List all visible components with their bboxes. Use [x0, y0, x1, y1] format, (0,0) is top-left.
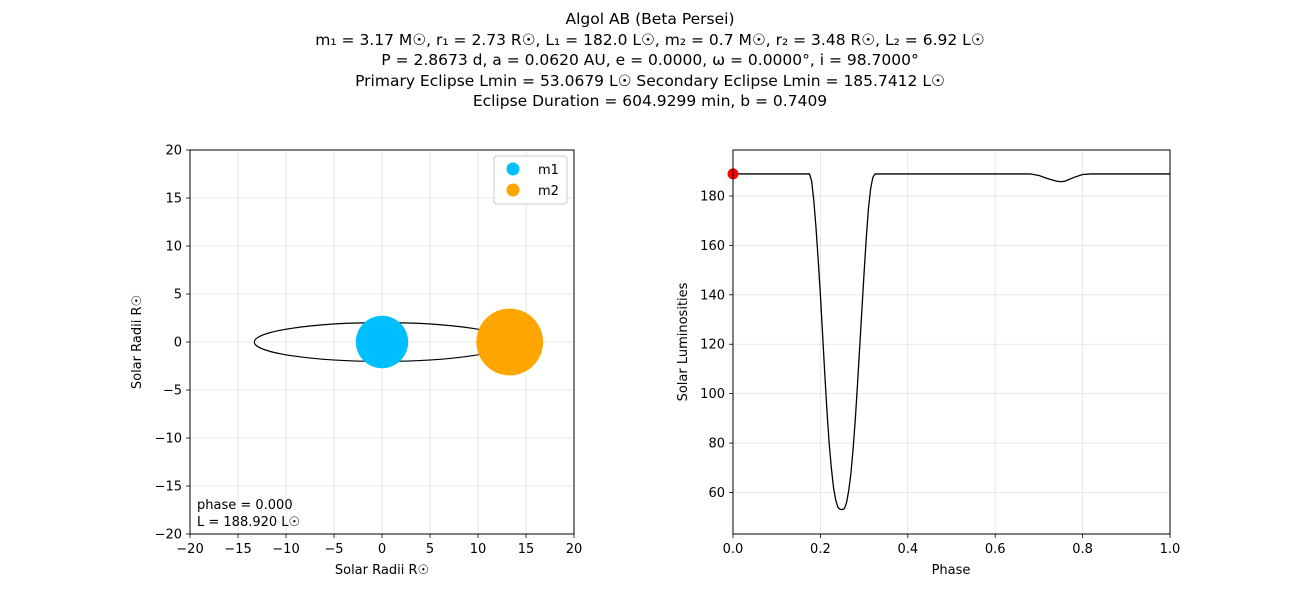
luminosity-annotation: L = 188.920 L☉	[197, 515, 300, 530]
eclipse-duration: Eclipse Duration = 604.9299 min, b = 0.7…	[472, 92, 828, 110]
light-curve-x-tick-label: 0.4	[897, 542, 918, 557]
light-curve-x-tick-label: 0.6	[985, 542, 1006, 557]
orbit-x-tick-label: 0	[378, 542, 386, 557]
orbit-x-tick-label: −20	[176, 542, 203, 557]
legend-m2-marker	[506, 183, 520, 197]
orbit-legend: m1 m2	[493, 155, 568, 205]
orbital-parameters: P = 2.8673 d, a = 0.0620 AU, e = 0.0000,…	[381, 51, 919, 69]
orbit-panel: −20−20 −15 −15 −10 −10 −5 −5 0 0 5 5 10 10 15 15 20 20 S…	[130, 144, 582, 579]
light-curve-y-tick-label: 100	[700, 387, 725, 402]
orbit-x-tick-label: −5	[324, 542, 343, 557]
light-curve-x-tick-label: 0.8	[1072, 542, 1093, 557]
orbit-x-label: Solar Radii R☉	[335, 563, 429, 578]
orbit-y-tick-label: −10	[155, 432, 182, 447]
orbit-y-tick-label: 0	[174, 336, 182, 351]
light-curve-y-label: Solar Luminosities	[676, 282, 691, 401]
light-curve-ticks: 0.0 0.2 0.4 0.6 0.8 1.0 60 80 100 120 140 160 180	[700, 189, 1180, 557]
light-curve-y-tick-label: 140	[700, 288, 725, 303]
orbit-y-tick-label: −5	[163, 384, 182, 399]
light-curve-x-tick-label: 1.0	[1160, 542, 1181, 557]
light-curve-x-label: Phase	[932, 563, 971, 578]
orbit-x-tick-label: −15	[224, 542, 251, 557]
phase-annotation: phase = 0.000	[197, 498, 293, 513]
orbit-x-tick-label: −10	[272, 542, 299, 557]
light-curve-panel: 0.0 0.2 0.4 0.6 0.8 1.0 60 80 100 120 140 160 180 Ph…	[676, 149, 1180, 578]
figure-title: Algol AB (Beta Persei)	[565, 10, 735, 28]
light-curve-x-tick-label: 0.2	[810, 542, 831, 557]
orbit-ticks: −20−20 −15 −15 −10 −10 −5 −5 0 0 5 5 10 10 15 15 20 20	[155, 144, 583, 558]
light-curve-y-tick-label: 60	[708, 486, 725, 501]
light-curve-y-tick-label: 80	[708, 437, 725, 452]
legend-m2-label: m2	[538, 184, 559, 199]
orbit-y-tick-label: 5	[174, 288, 182, 303]
figure-title-block: Algol AB (Beta Persei) m₁ = 3.17 M☉, r₁ …	[0, 9, 1300, 112]
orbit-y-tick-label: −20	[155, 528, 182, 543]
light-curve-y-tick-label: 120	[700, 338, 725, 353]
light-curve-plot-area	[733, 150, 1170, 534]
orbit-y-tick-label: 15	[165, 192, 182, 207]
light-curve-y-tick-label: 180	[700, 189, 725, 204]
light-curve-axes-frame	[732, 149, 1171, 535]
light-curve-y-tick-label: 160	[700, 239, 725, 254]
legend-m1-marker	[506, 162, 520, 176]
star-m1	[355, 315, 409, 369]
star-m2	[476, 308, 544, 376]
light-curve-x-tick-label: 0.0	[723, 542, 744, 557]
orbit-x-tick-label: 10	[470, 542, 487, 557]
orbit-y-tick-label: 10	[165, 240, 182, 255]
stellar-parameters: m₁ = 3.17 M☉, r₁ = 2.73 R☉, L₁ = 182.0 L…	[315, 30, 985, 49]
orbit-x-tick-label: 15	[518, 542, 535, 557]
orbit-y-tick-label: −15	[155, 480, 182, 495]
legend-m1-label: m1	[538, 163, 559, 178]
eclipse-minima: Primary Eclipse Lmin = 53.0679 L☉ Second…	[355, 71, 945, 90]
light-curve-line	[733, 173, 1170, 511]
orbit-x-tick-label: 20	[566, 542, 583, 557]
orbit-y-label: Solar Radii R☉	[130, 295, 145, 389]
orbit-y-tick-label: 20	[165, 144, 182, 159]
orbit-x-tick-label: 5	[426, 542, 434, 557]
